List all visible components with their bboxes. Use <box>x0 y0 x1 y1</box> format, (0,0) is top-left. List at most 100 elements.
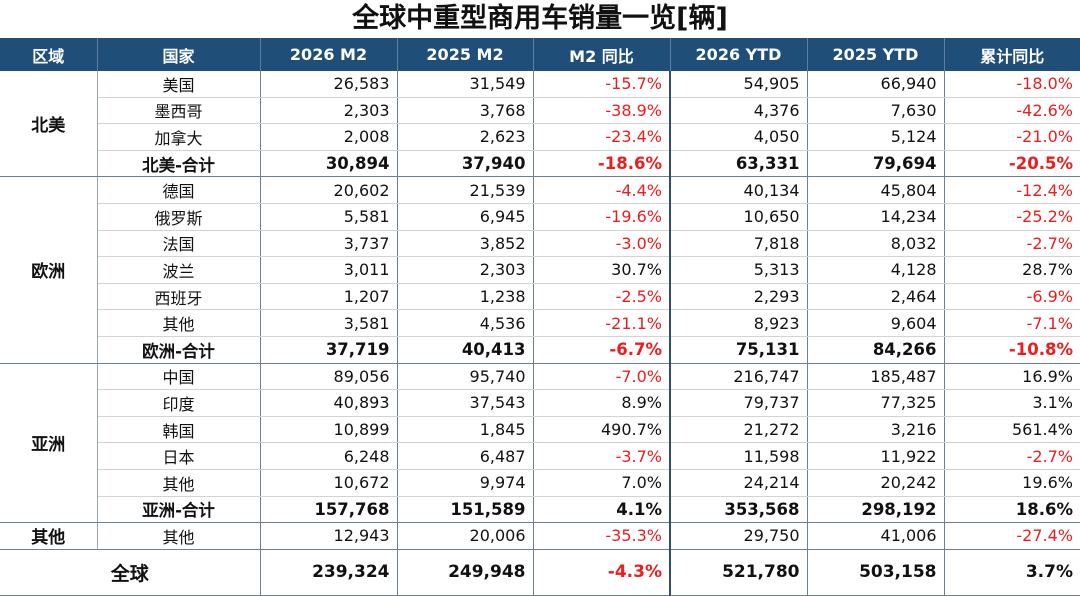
header-ytd-2025: 2025 YTD <box>806 38 944 71</box>
cell-ytd-2025: 14,234 <box>807 203 945 231</box>
sales-table: 区域 国家 2026 M2 2025 M2 M2 同比 2026 YTD 202… <box>0 38 1080 596</box>
subtotal-row: 北美-合计 30,894 37,940 -18.6% 63,331 79,694 -20.5… <box>0 150 1080 178</box>
cell-ytd-yoy: -21.0% <box>944 123 1080 151</box>
cell-m2-2026: 10,899 <box>260 416 398 444</box>
cell-ytd-2026: 4,376 <box>670 97 808 125</box>
cell-m2-2025: 3,768 <box>397 97 534 125</box>
cell-ytd-2025: 298,192 <box>807 496 945 524</box>
country-name: 韩国 <box>97 416 261 444</box>
cell-m2-yoy: -4.3% <box>533 548 671 596</box>
cell-m2-yoy: 8.9% <box>533 389 671 417</box>
cell-ytd-yoy: -27.4% <box>944 522 1080 550</box>
cell-ytd-2026: 353,568 <box>670 496 808 524</box>
table-row: 韩国 10,899 1,845 490.7% 21,272 3,216 561.4% <box>0 416 1080 444</box>
country-name: 其他 <box>97 309 261 337</box>
cell-m2-yoy: 4.1% <box>533 496 671 524</box>
cell-ytd-2025: 11,922 <box>807 442 945 470</box>
cell-m2-2026: 26,583 <box>260 71 398 98</box>
table-row: 俄罗斯 5,581 6,945 -19.6% 10,650 14,234 -25.2% <box>0 203 1080 231</box>
cell-m2-2026: 2,008 <box>260 123 398 151</box>
header-region: 区域 <box>0 38 97 71</box>
table-row: 其他 其他 12,943 20,006 -35.3% 29,750 41,006 -27.4% <box>0 522 1080 550</box>
header-m2-yoy: M2 同比 <box>532 38 670 71</box>
cell-ytd-yoy: -20.5% <box>944 150 1080 178</box>
cell-m2-2026: 37,719 <box>260 336 398 364</box>
cell-ytd-2025: 66,940 <box>807 71 945 98</box>
cell-m2-2025: 37,940 <box>397 150 534 178</box>
country-name: 加拿大 <box>97 123 261 151</box>
cell-m2-yoy: -35.3% <box>533 522 671 550</box>
cell-m2-yoy: -15.7% <box>533 71 671 98</box>
cell-m2-2026: 12,943 <box>260 522 398 550</box>
cell-ytd-2026: 40,134 <box>670 176 808 204</box>
table-header-row: 区域 国家 2026 M2 2025 M2 M2 同比 2026 YTD 202… <box>0 38 1080 71</box>
cell-ytd-2026: 21,272 <box>670 416 808 444</box>
cell-m2-2026: 3,581 <box>260 309 398 337</box>
cell-ytd-2026: 7,818 <box>670 230 808 258</box>
table-row: 亚洲 中国 89,056 95,740 -7.0% 216,747 185,487 16.9% <box>0 363 1080 524</box>
table-row: 欧洲 德国 20,602 21,539 -4.4% 40,134 45,804 -12.4% <box>0 176 1080 364</box>
header-m2-2025: 2025 M2 <box>396 38 533 71</box>
cell-m2-yoy: -3.0% <box>533 230 671 258</box>
cell-ytd-yoy: -10.8% <box>944 336 1080 364</box>
cell-m2-2026: 1,207 <box>260 283 398 311</box>
cell-ytd-2025: 185,487 <box>807 363 945 391</box>
cell-ytd-2026: 24,214 <box>670 469 808 497</box>
cell-m2-2025: 95,740 <box>397 363 534 391</box>
cell-ytd-2025: 2,464 <box>807 283 945 311</box>
cell-ytd-2026: 5,313 <box>670 256 808 284</box>
header-ytd-2026: 2026 YTD <box>669 38 807 71</box>
cell-m2-yoy: -18.6% <box>533 150 671 178</box>
table-row: 印度 40,893 37,543 8.9% 79,737 77,325 3.1% <box>0 389 1080 417</box>
cell-m2-2025: 20,006 <box>397 522 534 550</box>
cell-m2-yoy: 490.7% <box>533 416 671 444</box>
cell-m2-2025: 151,589 <box>397 496 534 524</box>
cell-m2-2026: 3,011 <box>260 256 398 284</box>
cell-ytd-2026: 8,923 <box>670 309 808 337</box>
table-row: 墨西哥 2,303 3,768 -38.9% 4,376 7,630 -42.6% <box>0 97 1080 125</box>
cell-m2-2026: 5,581 <box>260 203 398 231</box>
cell-ytd-2026: 4,050 <box>670 123 808 151</box>
cell-m2-2025: 1,238 <box>397 283 534 311</box>
region-label: 亚洲 <box>0 363 98 524</box>
cell-ytd-2026: 54,905 <box>670 71 808 98</box>
cell-ytd-2026: 521,780 <box>670 548 808 596</box>
cell-m2-2026: 30,894 <box>260 150 398 178</box>
subtotal-label: 亚洲-合计 <box>97 496 261 524</box>
country-name: 印度 <box>97 389 261 417</box>
cell-ytd-2025: 4,128 <box>807 256 945 284</box>
cell-m2-yoy: -6.7% <box>533 336 671 364</box>
cell-m2-2026: 3,737 <box>260 230 398 258</box>
cell-ytd-2025: 84,266 <box>807 336 945 364</box>
cell-ytd-yoy: 3.7% <box>944 548 1080 596</box>
global-total-row: 全球 239,324 249,948 -4.3% 521,780 503,158 3.7% <box>0 548 1080 596</box>
cell-m2-2025: 31,549 <box>397 71 534 98</box>
cell-ytd-yoy: -12.4% <box>944 176 1080 204</box>
cell-ytd-yoy: 16.9% <box>944 363 1080 391</box>
cell-ytd-2025: 9,604 <box>807 309 945 337</box>
cell-ytd-yoy: -7.1% <box>944 309 1080 337</box>
country-name: 俄罗斯 <box>97 203 261 231</box>
cell-m2-2025: 6,487 <box>397 442 534 470</box>
subtotal-row: 亚洲-合计 157,768 151,589 4.1% 353,568 298,192 18.… <box>0 496 1080 524</box>
cell-m2-2026: 2,303 <box>260 97 398 125</box>
cell-m2-2025: 2,303 <box>397 256 534 284</box>
cell-m2-2026: 10,672 <box>260 469 398 497</box>
cell-m2-yoy: 7.0% <box>533 469 671 497</box>
cell-ytd-2026: 216,747 <box>670 363 808 391</box>
subtotal-label: 北美-合计 <box>97 150 261 178</box>
cell-m2-yoy: -38.9% <box>533 97 671 125</box>
cell-m2-2025: 4,536 <box>397 309 534 337</box>
cell-m2-yoy: -23.4% <box>533 123 671 151</box>
page-title: 全球中重型商用车销量一览[辆] <box>352 3 728 34</box>
cell-ytd-yoy: 561.4% <box>944 416 1080 444</box>
country-name: 德国 <box>97 176 261 204</box>
cell-ytd-2025: 7,630 <box>807 97 945 125</box>
table-row: 加拿大 2,008 2,623 -23.4% 4,050 5,124 -21.0% <box>0 123 1080 151</box>
cell-m2-2026: 6,248 <box>260 442 398 470</box>
region-label: 欧洲 <box>0 176 98 364</box>
country-name: 墨西哥 <box>97 97 261 125</box>
cell-m2-2026: 20,602 <box>260 176 398 204</box>
cell-m2-2025: 21,539 <box>397 176 534 204</box>
cell-ytd-2025: 20,242 <box>807 469 945 497</box>
